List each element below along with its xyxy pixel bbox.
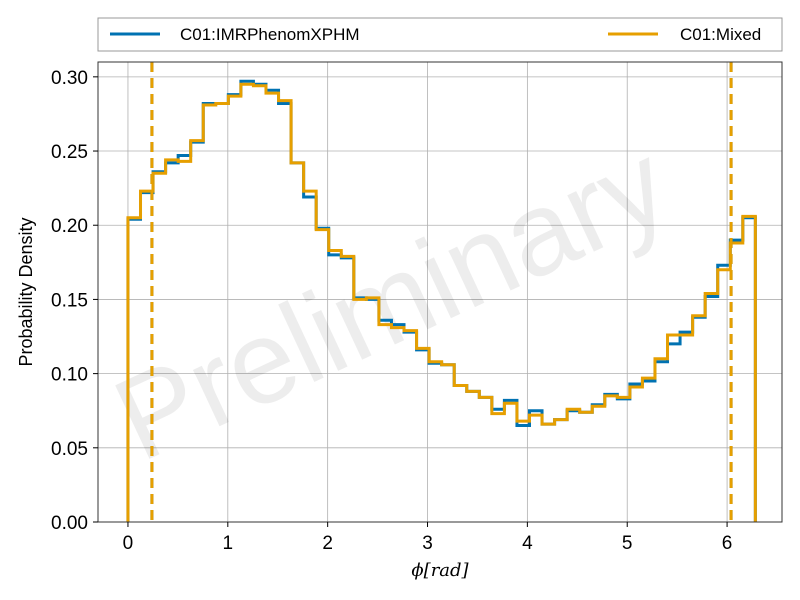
y-axis-label: Probability Density xyxy=(16,217,36,366)
y-tick-label: 0.15 xyxy=(51,290,88,311)
x-tick-label: 1 xyxy=(223,533,234,554)
legend-label-mixed: C01:Mixed xyxy=(680,25,761,44)
y-tick-label: 0.10 xyxy=(51,365,88,386)
y-tick-label: 0.00 xyxy=(51,513,88,534)
x-tick-label: 3 xyxy=(422,533,433,554)
legend: C01:IMRPhenomXPHM C01:Mixed xyxy=(97,17,783,52)
x-tick-label: 4 xyxy=(522,533,533,554)
y-tick-label: 0.20 xyxy=(51,216,88,237)
ticks: 0 1 2 3 4 5 6 0.00 0.05 0.10 0.15 0.20 0.25 0.30 xyxy=(51,68,732,554)
x-tick-label: 2 xyxy=(322,533,333,554)
legend-label-imrphenomxphm: C01:IMRPhenomXPHM xyxy=(180,25,360,44)
y-tick-label: 0.25 xyxy=(51,142,88,163)
legend-box xyxy=(97,17,783,52)
y-tick-label: 0.30 xyxy=(51,68,88,89)
x-tick-label: 0 xyxy=(123,533,134,554)
x-tick-label: 6 xyxy=(722,533,733,554)
credible-bounds xyxy=(150,62,733,522)
x-axis-label: ϕ[rad] xyxy=(411,560,469,581)
series-layer xyxy=(126,79,757,522)
x-tick-label: 5 xyxy=(622,533,633,554)
plot-frame xyxy=(97,61,783,523)
y-tick-label: 0.05 xyxy=(51,439,88,460)
histogram-step-mixed xyxy=(126,82,757,522)
